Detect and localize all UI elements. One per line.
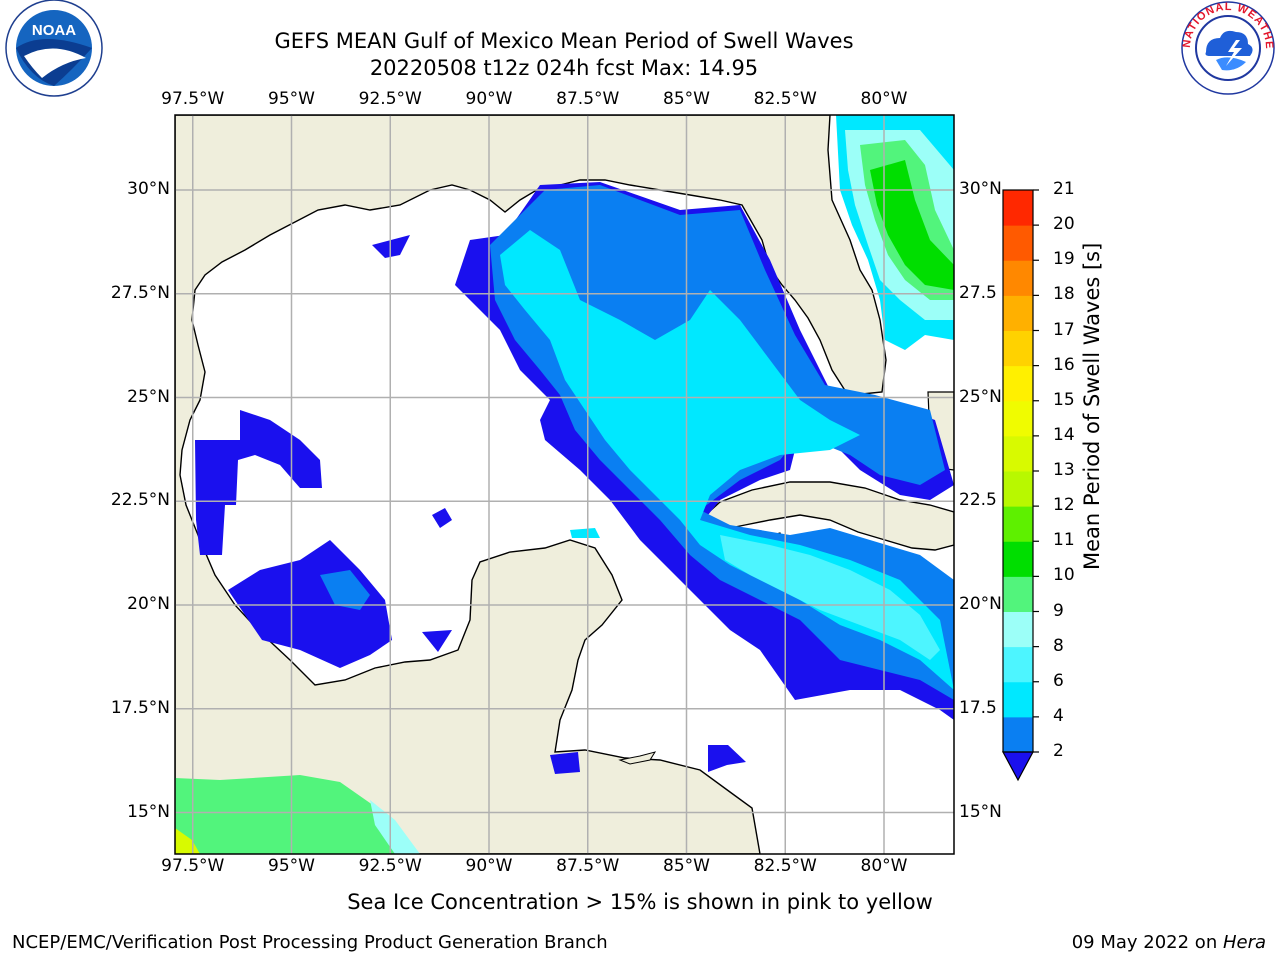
gridlines bbox=[175, 115, 954, 854]
lon-tick-label: 82.5°W bbox=[753, 89, 817, 109]
colorbar-swatch bbox=[1003, 190, 1033, 226]
lat-tick-label: 22.5°N bbox=[110, 490, 170, 511]
footer-date: 09 May 2022 on bbox=[1071, 932, 1223, 953]
colorbar-tick-label: 10 bbox=[1053, 565, 1075, 586]
swell-west-patch-1 bbox=[195, 410, 322, 555]
colorbar-tick-label: 11 bbox=[1053, 530, 1075, 551]
sea-ice-note: Sea Ice Concentration > 15% is shown in … bbox=[347, 890, 933, 914]
lat-tick-label: 15°N bbox=[959, 801, 1002, 822]
lat-tick-label: 17.5 bbox=[959, 697, 997, 718]
swell-west-patch-5 bbox=[432, 508, 452, 528]
colorbar-tick-label: 8 bbox=[1053, 635, 1064, 656]
footer-left: NCEP/EMC/Verification Post Processing Pr… bbox=[12, 932, 608, 953]
map-frame bbox=[174, 114, 955, 855]
chart-subtitle: 20220508 t12z 024h fcst Max: 14.95 bbox=[369, 56, 759, 80]
lon-tick-label: 97.5°W bbox=[161, 89, 225, 109]
swell-pacific-green bbox=[175, 775, 400, 854]
colorbar-under-arrow bbox=[1001, 751, 1035, 782]
land-islands-south bbox=[618, 751, 657, 765]
swell-6-8 bbox=[720, 535, 940, 660]
colorbar-tick-label: 17 bbox=[1053, 319, 1075, 340]
colorbar-tick-label: 9 bbox=[1053, 600, 1064, 621]
lat-tick-label: 20°N bbox=[959, 594, 1002, 614]
swell-west-patch-3 bbox=[320, 570, 370, 610]
nws-logo: NATIONAL WEATHER SERVICE bbox=[1176, 0, 1275, 95]
noaa-logo: NOAA bbox=[5, 0, 103, 97]
lat-tick-label: 22.5 bbox=[959, 490, 997, 511]
colorbar bbox=[1001, 189, 1039, 782]
lon-tick-label: 90°W bbox=[465, 856, 513, 876]
swell-pacific-yellow bbox=[175, 828, 200, 854]
swell-west-patch-6 bbox=[422, 630, 452, 652]
lon-tick-label: 82.5°W bbox=[753, 856, 817, 876]
colorbar-tick-label: 4 bbox=[1053, 705, 1064, 726]
colorbar-swatch bbox=[1003, 576, 1033, 612]
footer-right: 09 May 2022 on Hera bbox=[1072, 932, 1266, 953]
colorbar-swatch bbox=[1003, 611, 1033, 648]
chart-title: GEFS MEAN Gulf of Mexico Mean Period of … bbox=[274, 29, 854, 53]
swell-period-field bbox=[175, 115, 954, 854]
lon-tick-label: 92.5°W bbox=[358, 89, 422, 109]
colorbar-tick-label: 19 bbox=[1053, 249, 1075, 270]
lat-tick-label: 20°N bbox=[127, 594, 170, 614]
colorbar-tick-label: 6 bbox=[1053, 670, 1064, 691]
lat-tick-label: 25°N bbox=[959, 386, 1002, 407]
colorbar-tick-label: 13 bbox=[1053, 460, 1075, 480]
colorbar-label: Mean Period of Swell Waves [s] bbox=[1080, 242, 1104, 570]
lon-tick-label: 90°W bbox=[465, 89, 513, 109]
lon-tick-label: 97.5°W bbox=[161, 856, 225, 876]
colorbar-swatch bbox=[1003, 400, 1033, 437]
lat-tick-label: 27.5 bbox=[959, 282, 997, 303]
colorbar-swatch bbox=[1003, 646, 1033, 683]
lat-tick-label: 17.5°N bbox=[110, 697, 170, 718]
lon-tick-label: 87.5°W bbox=[556, 89, 620, 109]
swell-carib-patch-2 bbox=[708, 745, 746, 772]
colorbar-swatch bbox=[1003, 225, 1033, 261]
swell-carib-patch-3 bbox=[570, 528, 600, 538]
lon-tick-label: 85°W bbox=[663, 89, 710, 109]
lon-tick-label: 85°W bbox=[663, 856, 710, 876]
lat-tick-label: 30°N bbox=[959, 179, 1002, 199]
lon-tick-label: 87.5°W bbox=[556, 856, 620, 876]
footer-host: Hera bbox=[1222, 932, 1266, 953]
svg-text:NOAA: NOAA bbox=[32, 22, 76, 39]
colorbar-swatch bbox=[1003, 541, 1033, 577]
colorbar-tick-label: 15 bbox=[1053, 389, 1075, 410]
swell-atlantic-bright-green bbox=[870, 160, 954, 290]
colorbar-tick-label: 14 bbox=[1053, 424, 1075, 445]
lon-tick-label: 92.5°W bbox=[358, 856, 422, 876]
colorbar-tick-label: 16 bbox=[1053, 354, 1075, 375]
colorbar-swatch bbox=[1003, 681, 1033, 718]
colorbar-tick-label: 21 bbox=[1053, 179, 1075, 199]
lon-tick-label: 95°W bbox=[268, 856, 315, 876]
colorbar-swatch bbox=[1003, 506, 1033, 542]
lon-tick-label: 80°W bbox=[860, 89, 908, 109]
lat-tick-label: 30°N bbox=[127, 179, 170, 199]
colorbar-tick-label: 2 bbox=[1053, 741, 1064, 761]
colorbar-swatch bbox=[1003, 330, 1033, 367]
colorbar-tick-label: 20 bbox=[1053, 214, 1075, 235]
swell-pacific-pale bbox=[370, 800, 420, 854]
colorbar-swatch bbox=[1003, 716, 1033, 753]
lon-tick-label: 80°W bbox=[860, 856, 908, 876]
colorbar-swatch bbox=[1003, 365, 1033, 402]
colorbar-swatch bbox=[1003, 435, 1033, 472]
lon-tick-label: 95°W bbox=[268, 89, 315, 109]
colorbar-tick-label: 18 bbox=[1053, 284, 1075, 305]
colorbar-swatch bbox=[1003, 295, 1033, 331]
lat-tick-label: 27.5°N bbox=[110, 282, 170, 303]
lat-tick-label: 15°N bbox=[127, 801, 170, 822]
land-cuba bbox=[698, 481, 954, 551]
colorbar-swatch bbox=[1003, 471, 1033, 507]
colorbar-tick-label: 12 bbox=[1053, 495, 1075, 516]
lat-tick-label: 25°N bbox=[127, 386, 170, 407]
colorbar-swatch bbox=[1003, 260, 1033, 296]
swell-carib-patch-1 bbox=[550, 752, 580, 774]
